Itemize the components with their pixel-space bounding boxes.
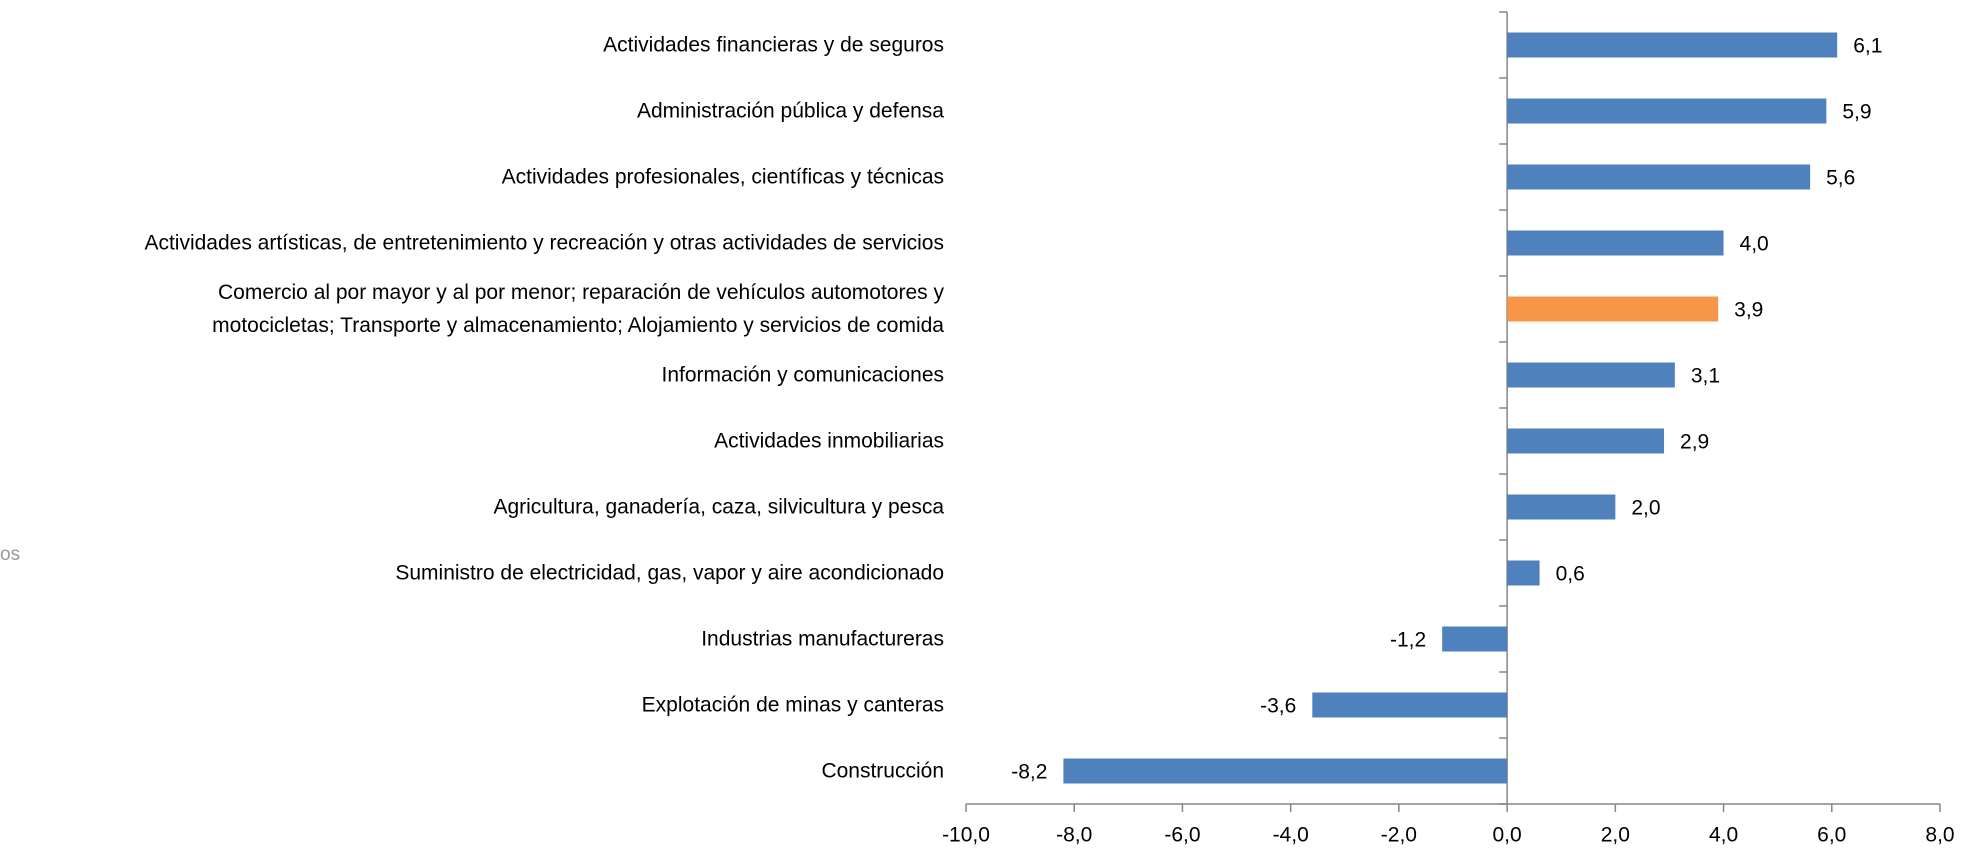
category-label: Actividades artísticas, de entretenimien… (144, 231, 944, 255)
x-tick-label: -2,0 (1381, 824, 1417, 847)
bar (1507, 230, 1724, 256)
category-label: Administración pública y defensa (636, 99, 944, 123)
value-label: 5,6 (1826, 167, 1855, 190)
cropped-text: os (0, 544, 21, 565)
value-label: -3,6 (1260, 695, 1296, 718)
bar (1507, 296, 1719, 322)
bar (1507, 98, 1827, 124)
value-label: -1,2 (1390, 629, 1426, 652)
x-tick-label: 2,0 (1601, 824, 1630, 847)
value-label: 2,0 (1631, 497, 1660, 520)
category-label: Actividades financieras y de seguros (603, 33, 944, 57)
value-label: -8,2 (1011, 761, 1047, 784)
category-label: Información y comunicaciones (661, 363, 944, 387)
bar (1442, 626, 1508, 652)
category-label: Comercio al por mayor y al por menor; re… (212, 281, 944, 337)
category-label: Agricultura, ganadería, caza, silvicultu… (493, 495, 944, 519)
category-label: Explotación de minas y canteras (641, 693, 944, 717)
x-tick-label: -10,0 (942, 824, 990, 847)
category-label: Construcción (821, 759, 944, 783)
value-label: 2,9 (1680, 431, 1709, 454)
category-label: Suministro de electricidad, gas, vapor y… (395, 561, 944, 585)
value-label: 4,0 (1740, 233, 1769, 256)
category-label: Industrias manufactureras (701, 627, 944, 651)
value-label: 5,9 (1842, 101, 1871, 124)
category-label: Actividades profesionales, científicas y… (501, 165, 944, 189)
x-tick-label: 6,0 (1817, 824, 1846, 847)
bar (1507, 428, 1665, 454)
x-tick-label: -6,0 (1164, 824, 1200, 847)
value-label: 3,9 (1734, 299, 1763, 322)
x-tick-label: 4,0 (1709, 824, 1738, 847)
value-label: 3,1 (1691, 365, 1720, 388)
bar (1507, 362, 1675, 388)
x-tick-label: 8,0 (1925, 824, 1954, 847)
value-label: 6,1 (1853, 35, 1882, 58)
value-label: 0,6 (1556, 563, 1585, 586)
bar (1507, 164, 1811, 190)
bar (1507, 560, 1540, 586)
bar (1063, 758, 1508, 784)
x-tick-label: -4,0 (1273, 824, 1309, 847)
bar (1507, 32, 1838, 58)
bar (1507, 494, 1616, 520)
category-label: Actividades inmobiliarias (714, 429, 944, 453)
x-tick-label: -8,0 (1056, 824, 1092, 847)
bar (1312, 692, 1508, 718)
x-tick-label: 0,0 (1493, 824, 1522, 847)
